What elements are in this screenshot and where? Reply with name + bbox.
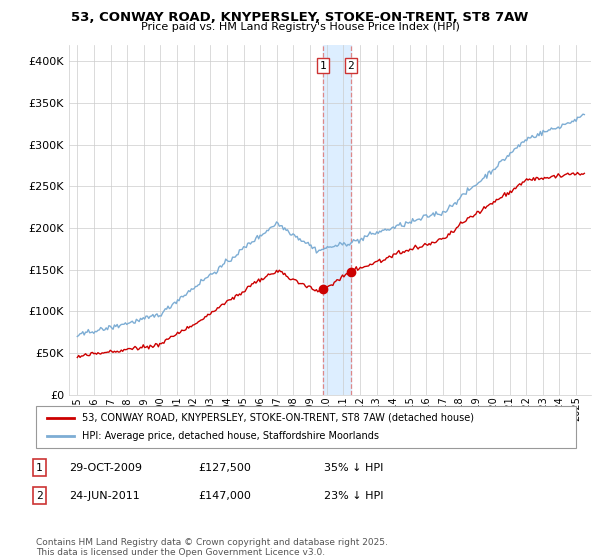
Text: 2: 2 bbox=[36, 491, 43, 501]
FancyBboxPatch shape bbox=[36, 406, 576, 448]
Text: 29-OCT-2009: 29-OCT-2009 bbox=[69, 463, 142, 473]
Text: £127,500: £127,500 bbox=[198, 463, 251, 473]
Text: 1: 1 bbox=[36, 463, 43, 473]
Text: 24-JUN-2011: 24-JUN-2011 bbox=[69, 491, 140, 501]
Text: 1: 1 bbox=[320, 60, 326, 71]
Text: £147,000: £147,000 bbox=[198, 491, 251, 501]
Text: 23% ↓ HPI: 23% ↓ HPI bbox=[324, 491, 383, 501]
Text: 35% ↓ HPI: 35% ↓ HPI bbox=[324, 463, 383, 473]
Text: 53, CONWAY ROAD, KNYPERSLEY, STOKE-ON-TRENT, ST8 7AW (detached house): 53, CONWAY ROAD, KNYPERSLEY, STOKE-ON-TR… bbox=[82, 413, 474, 423]
Text: Contains HM Land Registry data © Crown copyright and database right 2025.
This d: Contains HM Land Registry data © Crown c… bbox=[36, 538, 388, 557]
Text: HPI: Average price, detached house, Staffordshire Moorlands: HPI: Average price, detached house, Staf… bbox=[82, 431, 379, 441]
Text: Price paid vs. HM Land Registry's House Price Index (HPI): Price paid vs. HM Land Registry's House … bbox=[140, 22, 460, 32]
Bar bbox=[323, 45, 351, 395]
Text: 53, CONWAY ROAD, KNYPERSLEY, STOKE-ON-TRENT, ST8 7AW: 53, CONWAY ROAD, KNYPERSLEY, STOKE-ON-TR… bbox=[71, 11, 529, 24]
Text: 2: 2 bbox=[347, 60, 355, 71]
